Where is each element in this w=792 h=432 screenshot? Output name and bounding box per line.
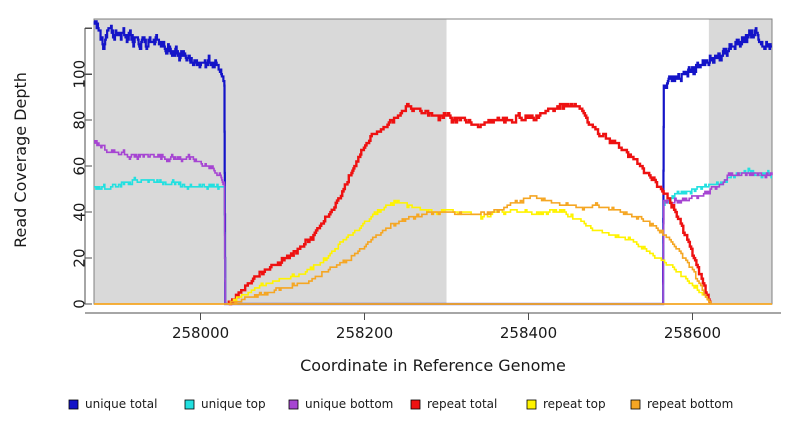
legend-item-repeat-top[interactable]: repeat top	[526, 397, 606, 411]
legend-swatch	[410, 399, 421, 410]
legend-label: repeat total	[427, 397, 497, 411]
legend-swatch	[526, 399, 537, 410]
left-flanking-unique-region	[94, 19, 447, 304]
legend-item-unique-bottom[interactable]: unique bottom	[288, 397, 393, 411]
x-axis-tick-label: 258400	[500, 324, 557, 342]
x-axis-tick-label: 258600	[664, 324, 721, 342]
series-line-repeat-bottom	[227, 195, 712, 305]
data-series	[93, 20, 773, 306]
legend-label: repeat top	[543, 397, 606, 411]
series-line-unique-bottom	[94, 140, 773, 305]
shaded-regions	[94, 19, 772, 304]
legend-label: repeat bottom	[647, 397, 733, 411]
legend-item-unique-total[interactable]: unique total	[68, 397, 157, 411]
legend-swatch	[630, 399, 641, 410]
legend: unique total unique top unique bottom repea…	[68, 397, 733, 411]
legend-item-repeat-total[interactable]: repeat total	[410, 397, 497, 411]
y-axis-tick-label: 20	[71, 248, 89, 267]
x-axis-title: Coordinate in Reference Genome	[300, 356, 566, 375]
y-axis-tick-label: 0	[71, 299, 89, 309]
y-axis-tick-label: 60	[71, 157, 89, 176]
legend-item-unique-top[interactable]: unique top	[184, 397, 266, 411]
legend-swatch	[68, 399, 79, 410]
series-line-unique-total	[93, 20, 772, 306]
x-axis-tick-label: 258200	[336, 324, 393, 342]
y-axis-tick-label: 40	[71, 203, 89, 222]
y-axis-title: Read Coverage Depth	[11, 72, 30, 248]
legend-swatch	[288, 399, 299, 410]
x-axis-tick-label: 258000	[172, 324, 229, 342]
legend-item-repeat-bottom[interactable]: repeat bottom	[630, 397, 733, 411]
legend-label: unique bottom	[305, 397, 393, 411]
y-axis: 0 20 40 60 80 100	[71, 27, 92, 309]
y-axis-tick-label: 80	[71, 111, 89, 130]
series-line-repeat-total	[227, 102, 712, 306]
y-axis-tick-label: 100	[71, 60, 89, 89]
right-flanking-unique-region	[708, 19, 772, 304]
x-axis: 258000 258200 258400 258600	[85, 312, 781, 342]
legend-label: unique total	[85, 397, 157, 411]
legend-swatch	[184, 399, 195, 410]
legend-label: unique top	[201, 397, 266, 411]
